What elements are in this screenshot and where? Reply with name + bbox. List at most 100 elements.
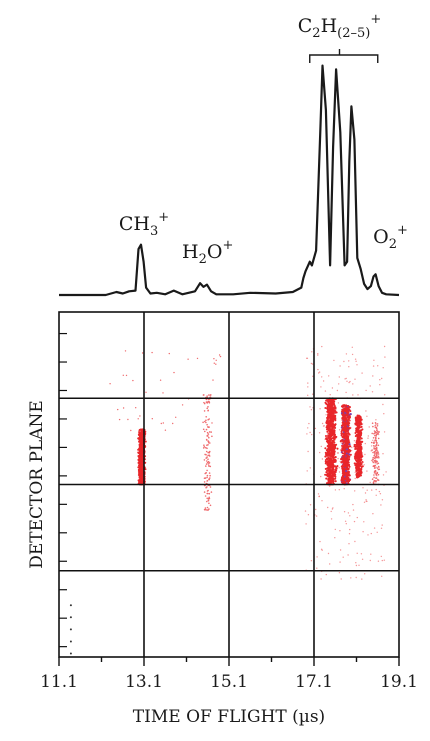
ion-hit xyxy=(373,467,376,469)
ion-hit xyxy=(205,419,207,422)
ion-hit xyxy=(333,445,337,448)
ion-hit xyxy=(356,552,358,554)
ion-hit xyxy=(347,441,350,444)
ion-hit xyxy=(360,429,363,432)
ion-hit xyxy=(206,439,208,441)
ion-hit xyxy=(378,431,381,433)
ion-hit xyxy=(209,477,211,479)
ion-hit xyxy=(206,490,209,492)
ion-hit xyxy=(377,455,380,458)
ion-hit xyxy=(333,435,336,438)
ion-hit xyxy=(211,435,213,438)
ion-hit xyxy=(207,409,209,412)
ion-hit xyxy=(317,353,319,355)
ion-hit xyxy=(358,472,361,475)
ion-hit xyxy=(205,416,207,418)
ion-hit xyxy=(360,451,363,455)
ion-hit xyxy=(208,436,210,439)
ion-hit xyxy=(371,432,374,435)
ion-hit xyxy=(210,431,212,433)
ion-hit xyxy=(365,499,367,501)
ion-hit xyxy=(203,459,206,461)
ion-hit xyxy=(343,442,345,444)
ion-hit xyxy=(330,455,333,458)
ion-hit xyxy=(360,470,363,473)
ion-hit xyxy=(173,371,175,374)
ion-hit xyxy=(383,431,386,433)
ion-hit xyxy=(348,406,351,409)
ion-hit xyxy=(206,506,209,509)
ion-hit xyxy=(324,451,327,454)
ion-hit xyxy=(355,443,358,446)
ion-hit xyxy=(164,429,167,431)
ion-hit xyxy=(382,403,384,406)
ion-hit xyxy=(373,472,376,474)
peak-label-part: + xyxy=(158,210,169,225)
ion-hit xyxy=(330,468,332,470)
ion-hit xyxy=(361,372,363,374)
ion-hit xyxy=(206,509,209,511)
ion-hit xyxy=(329,563,331,565)
ion-hit xyxy=(374,445,376,448)
ion-hit xyxy=(208,478,210,480)
ion-hit xyxy=(327,552,330,555)
ion-hit xyxy=(363,501,366,503)
ion-hit xyxy=(203,508,206,511)
ion-hit xyxy=(376,423,379,425)
ion-hit xyxy=(375,446,378,449)
ion-hit xyxy=(340,430,343,433)
ion-hit xyxy=(348,445,351,448)
ion-hit xyxy=(372,365,375,367)
ion-hit xyxy=(69,652,72,655)
ion-hit xyxy=(318,371,321,373)
ion-hit xyxy=(208,492,211,495)
ion-hit xyxy=(207,433,210,435)
ion-hit xyxy=(367,534,369,536)
ion-hit xyxy=(348,360,350,362)
ion-hit xyxy=(138,446,141,449)
ion-hit xyxy=(366,489,368,491)
ion-hit xyxy=(203,401,205,404)
ion-hit xyxy=(332,433,335,436)
ion-hit xyxy=(208,502,210,505)
ion-hit xyxy=(370,459,373,462)
ion-hit xyxy=(366,500,368,503)
ion-hit xyxy=(206,460,208,462)
ion-hit xyxy=(348,474,351,477)
ion-hit xyxy=(328,418,330,420)
spectrum-trace xyxy=(59,64,400,297)
ion-hit xyxy=(329,404,332,407)
ion-hit xyxy=(307,386,309,388)
ion-hit xyxy=(325,414,327,416)
peak-label: C2H(2–5)+ xyxy=(298,12,382,41)
ion-hit xyxy=(324,438,326,440)
ion-hit xyxy=(349,426,351,429)
ion-hit xyxy=(349,528,351,531)
ion-hit xyxy=(139,438,142,441)
ion-hit xyxy=(334,528,336,531)
ion-hit xyxy=(334,407,337,410)
ion-hit xyxy=(209,504,212,507)
ion-hit xyxy=(341,419,343,421)
ion-hit xyxy=(353,445,356,448)
ion-hit xyxy=(206,486,208,488)
ion-hit xyxy=(141,448,144,452)
ion-hit xyxy=(141,464,144,467)
ion-hit xyxy=(338,383,340,385)
ion-hit xyxy=(345,468,348,471)
ion-hit xyxy=(122,374,125,376)
ion-hit xyxy=(335,467,338,470)
ion-hit xyxy=(375,435,378,437)
ion-hit xyxy=(383,345,386,348)
ion-hit xyxy=(207,426,209,429)
ion-hit xyxy=(361,578,363,580)
x-tick-label: 15.1 xyxy=(210,672,248,692)
ion-hit xyxy=(375,431,378,434)
ion-hit xyxy=(187,358,189,360)
ion-hit xyxy=(109,383,111,385)
ion-hit xyxy=(346,413,349,416)
ion-hit xyxy=(326,410,329,413)
ion-hit xyxy=(352,503,354,506)
ion-hit xyxy=(345,448,349,451)
ion-hit xyxy=(334,456,337,459)
